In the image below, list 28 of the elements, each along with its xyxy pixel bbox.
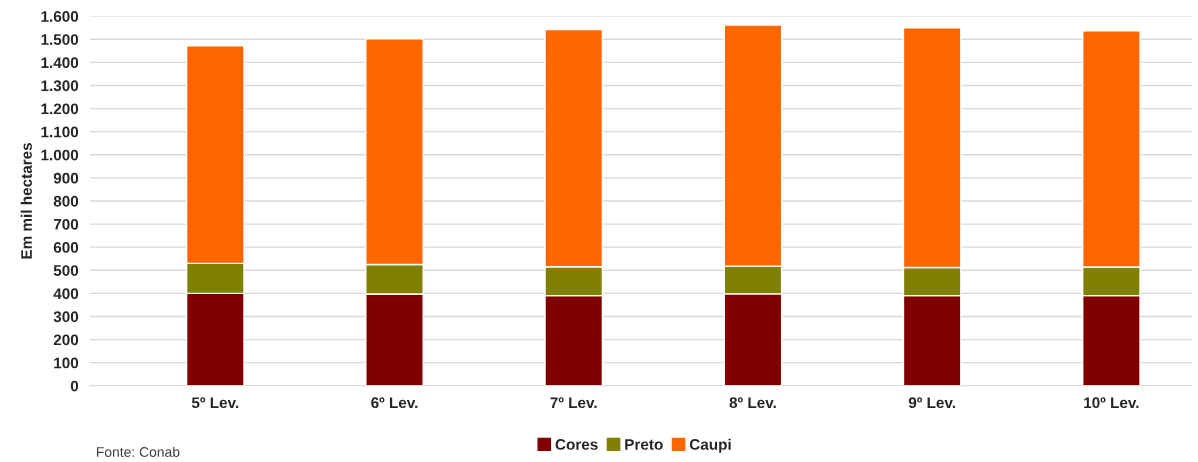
legend-label: Caupi (689, 438, 731, 453)
y-tick-label: 1.100 (41, 126, 79, 138)
y-tick-label: 1.200 (41, 103, 79, 115)
x-tick-label: 10º Lev. (1084, 397, 1139, 409)
y-tick-label: 1.600 (41, 11, 79, 22)
y-tick-label: 100 (54, 357, 79, 369)
y-tick-label: 200 (53, 334, 79, 346)
x-tick-label: 5º Lev. (191, 397, 239, 409)
y-tick-label: 600 (53, 242, 79, 253)
x-tick-label: 9º Lev. (908, 397, 955, 409)
y-tick-label: 500 (53, 265, 79, 276)
y-tick-label: 0 (70, 380, 79, 392)
x-tick-label: 7º Lev. (550, 397, 597, 409)
legend-label: Preto (625, 439, 663, 450)
y-tick-label: 800 (53, 195, 79, 207)
x-tick-label: 8º Lev. (729, 397, 776, 409)
legend-label: Cores (555, 439, 598, 450)
y-tick-label: 1.400 (41, 57, 79, 69)
y-axis-title: Em mil hectares (20, 143, 32, 259)
y-tick-label: 1.500 (41, 34, 79, 45)
y-tick-label: 700 (53, 218, 79, 230)
y-tick-label: 300 (53, 311, 79, 323)
y-tick-label: 900 (53, 172, 79, 184)
y-tick-label: 1.000 (41, 149, 79, 161)
source-note: Fonte: Conab (96, 446, 180, 457)
y-tick-label: 1.300 (41, 80, 79, 92)
y-tick-label: 400 (53, 288, 79, 300)
x-tick-label: 6º Lev. (371, 397, 418, 409)
